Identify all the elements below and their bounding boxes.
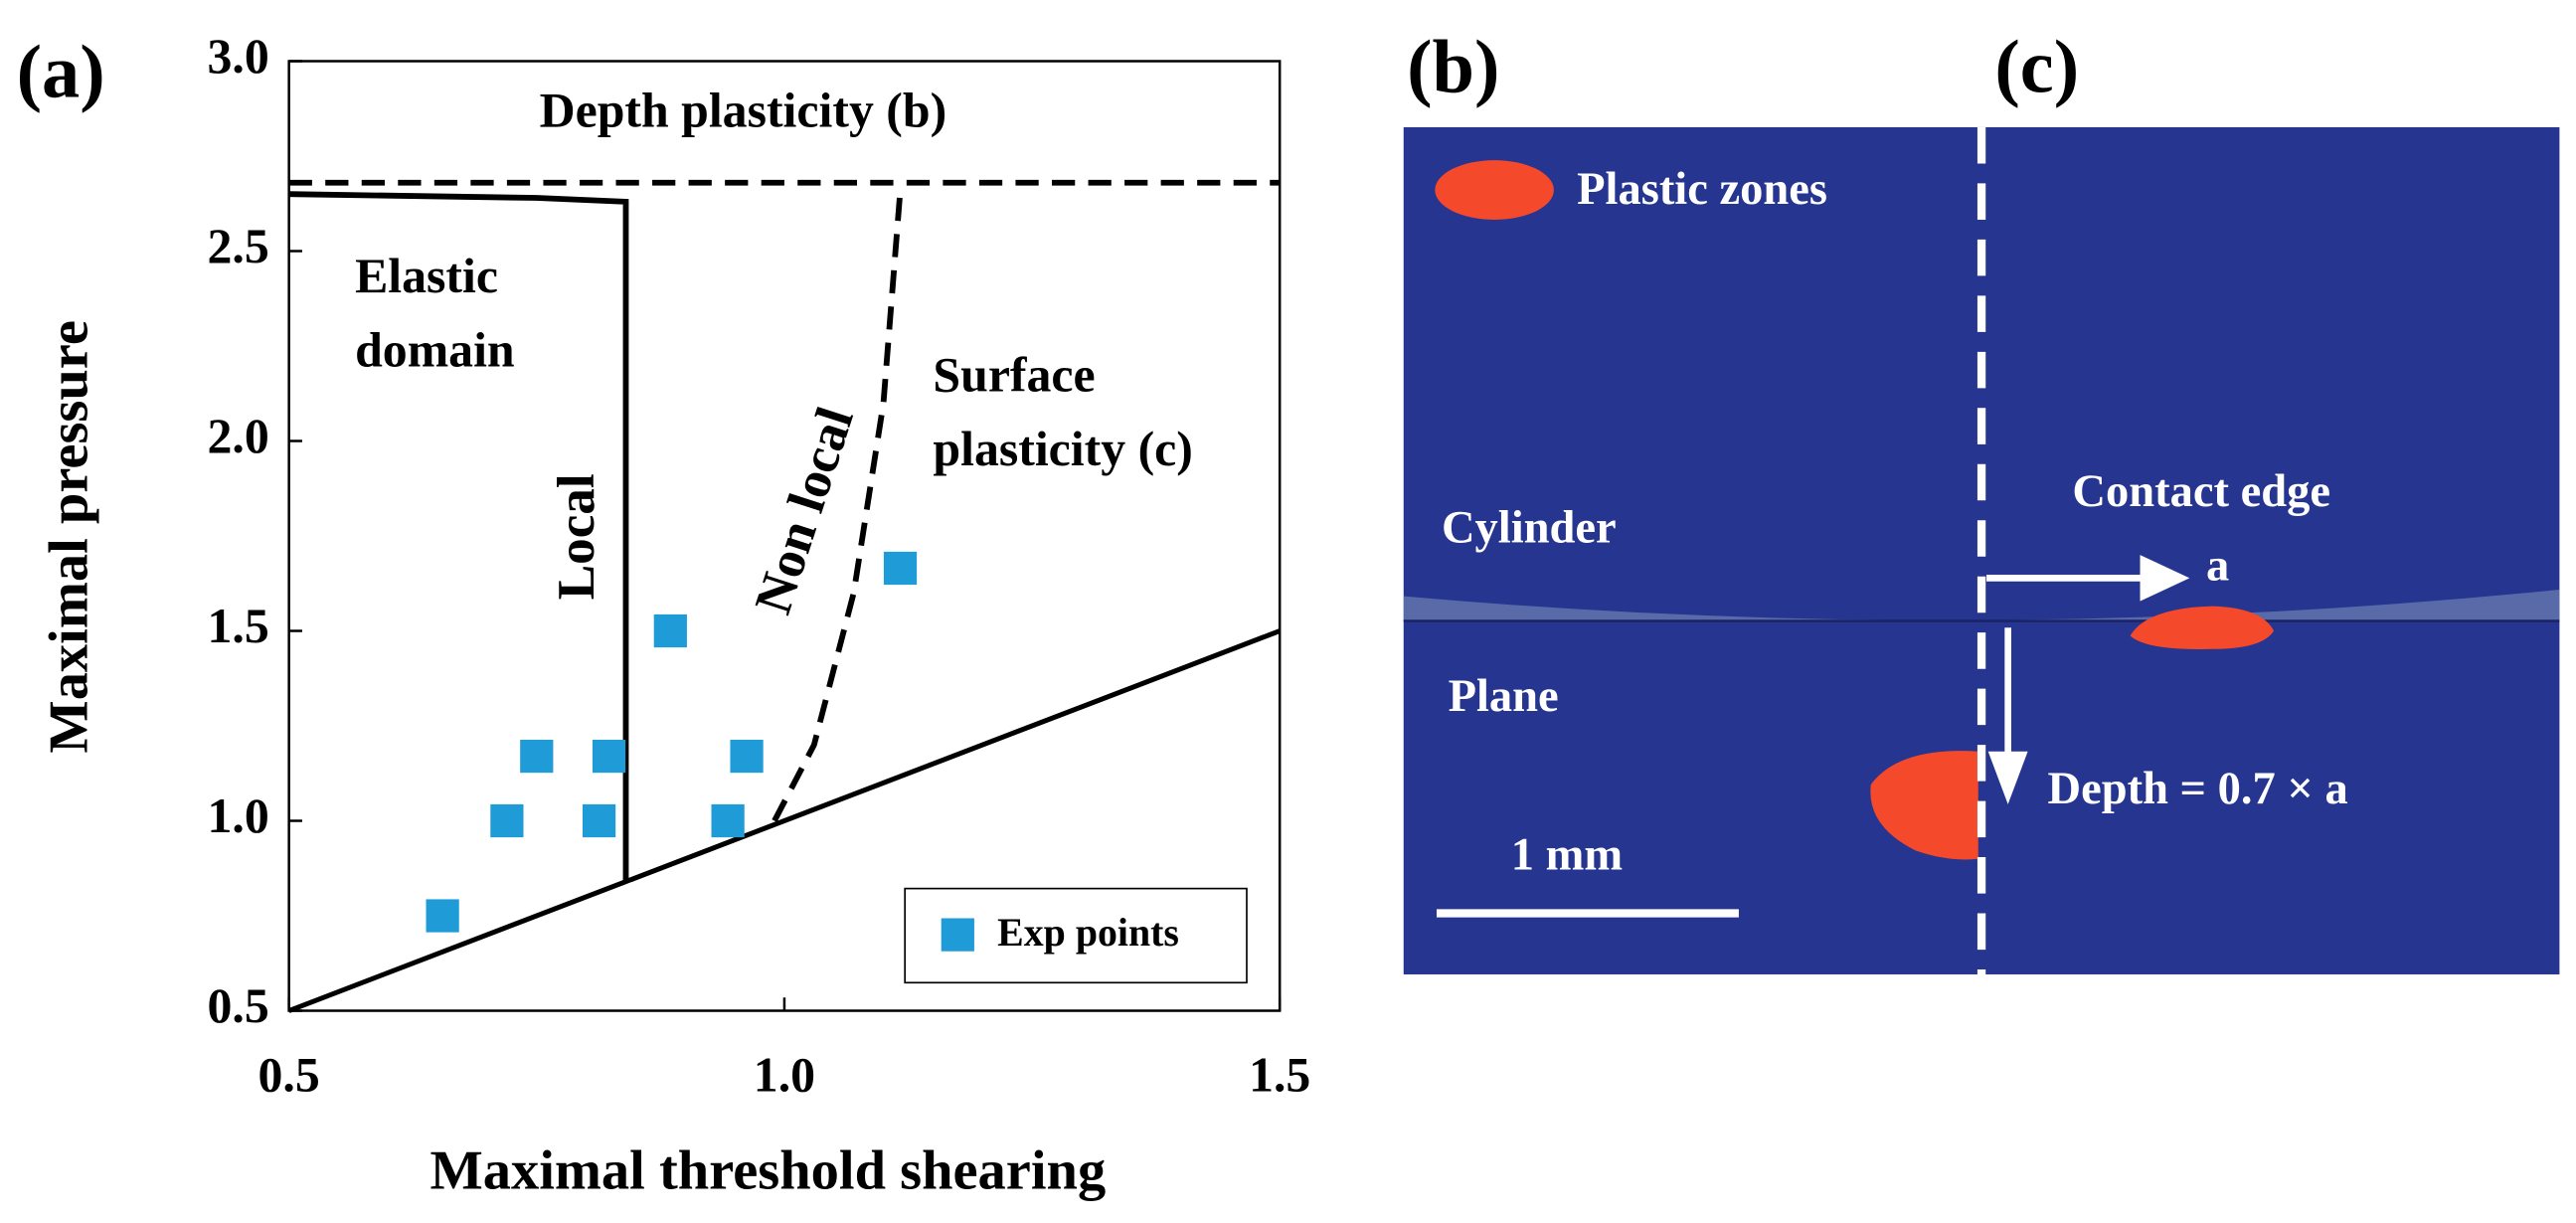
y-tick-label: 1.0: [207, 788, 268, 843]
x-axis-label: Maximal threshold shearing: [429, 1140, 1106, 1202]
annotation: domain: [355, 323, 515, 378]
annotation: Surface: [933, 347, 1095, 402]
y-tick-label: 2.0: [207, 409, 268, 463]
y-tick-label: 2.5: [207, 219, 268, 273]
exp-point: [582, 803, 616, 838]
y-tick-label: 0.5: [207, 978, 268, 1033]
exp-point: [653, 613, 687, 648]
surface-zone: [2130, 606, 2275, 649]
annotation: plasticity (c): [933, 422, 1192, 476]
label: Contact edge: [2072, 466, 2330, 517]
exp-point: [426, 899, 459, 933]
boundary-line: [288, 191, 629, 882]
legend-zone: [1435, 160, 1554, 220]
y-axis-label: Maximal pressure: [39, 320, 100, 754]
exp-point: [883, 551, 918, 586]
x-tick-label: 1.5: [1249, 1048, 1310, 1103]
boundary-line: [287, 628, 1282, 1013]
panel-label: (c): [1994, 24, 2079, 108]
legend-label: Exp points: [997, 910, 1179, 955]
exp-point: [711, 803, 745, 838]
label: Cylinder: [1442, 503, 1617, 554]
legend-text: Plastic zones: [1577, 164, 1827, 215]
label: Plane: [1449, 671, 1559, 722]
scale-label: 1 mm: [1511, 829, 1623, 880]
annotation: Depth plasticity (b): [540, 84, 947, 138]
depth-zone: [1870, 751, 1978, 860]
legend-marker: [941, 918, 974, 952]
arrowhead: [2140, 555, 2190, 602]
panel-label: (a): [17, 29, 105, 113]
exp-point: [592, 739, 626, 774]
label: Depth = 0.7 × a: [2048, 764, 2348, 814]
exp-point: [730, 739, 764, 774]
panel-label: (b): [1407, 24, 1499, 108]
arrowhead: [1987, 751, 2028, 804]
y-tick-label: 3.0: [207, 29, 268, 84]
y-tick-label: 1.5: [207, 599, 268, 653]
annotation: Elastic: [355, 249, 498, 303]
x-tick-label: 0.5: [258, 1048, 320, 1103]
boundary-line: [772, 190, 904, 822]
label: a: [2206, 541, 2229, 592]
annotation: Local: [548, 473, 605, 600]
exp-point: [520, 739, 554, 774]
exp-point: [490, 803, 524, 838]
x-tick-label: 1.0: [754, 1048, 815, 1103]
contact-band: [1403, 589, 2560, 621]
diagram: (b) (c) Plastic zones Cylinder Plane Con…: [1403, 24, 2560, 974]
